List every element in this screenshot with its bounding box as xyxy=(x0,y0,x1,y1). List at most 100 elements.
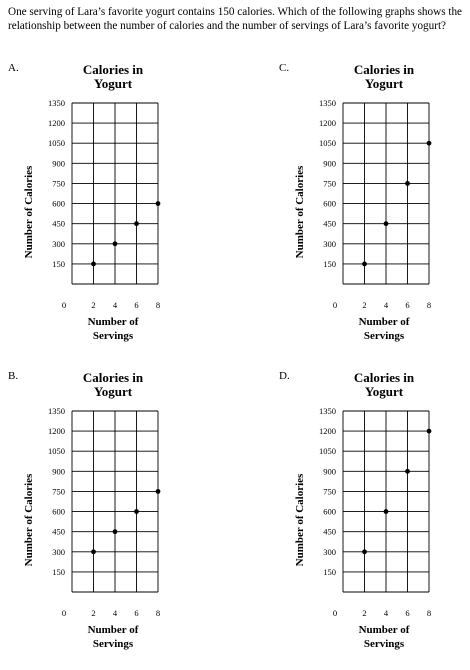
y-tick-label: 1350 xyxy=(319,406,336,416)
x-axis-label: Servings xyxy=(364,330,405,342)
data-point xyxy=(426,428,432,434)
data-point xyxy=(112,241,118,247)
data-point xyxy=(155,489,161,494)
x-tick-label: 8 xyxy=(427,300,431,310)
x-tick-label: 8 xyxy=(156,608,160,618)
y-tick-label: 150 xyxy=(323,567,336,577)
data-point xyxy=(405,468,410,474)
data-point xyxy=(134,221,139,227)
y-tick-label: 900 xyxy=(323,158,336,168)
x-tick-label: 6 xyxy=(405,608,409,618)
y-tick-label: 150 xyxy=(323,259,336,269)
graph-c: C. Calories in Yogurt 1350 1200 1050 900 750 60… xyxy=(279,62,470,362)
y-tick-label: 1050 xyxy=(48,446,65,456)
data-point xyxy=(91,261,96,267)
chart-title: Calories in xyxy=(83,62,144,77)
data-point xyxy=(383,509,389,514)
y-tick-label: 1050 xyxy=(48,138,65,148)
x-tick-label: 6 xyxy=(134,300,138,310)
y-tick-label: 600 xyxy=(52,199,65,209)
y-tick-label: 750 xyxy=(323,178,336,188)
data-point xyxy=(155,201,161,206)
data-point xyxy=(362,549,367,555)
y-tick-label: 600 xyxy=(323,507,336,517)
y-tick-label: 1200 xyxy=(48,118,65,128)
chart-title: Yogurt xyxy=(94,384,133,399)
y-axis-label: Number of Calories xyxy=(23,473,35,566)
data-point xyxy=(405,181,410,186)
y-tick-label: 900 xyxy=(52,466,65,476)
option-letter: D. xyxy=(279,370,290,382)
y-tick-label: 1050 xyxy=(319,446,336,456)
x-tick-label: 4 xyxy=(384,300,389,310)
y-tick-label: 750 xyxy=(323,486,336,496)
y-tick-label: 1050 xyxy=(319,138,336,148)
x-tick-label: 6 xyxy=(405,300,409,310)
x-tick-label: 0 xyxy=(333,300,337,310)
y-tick-label: 1350 xyxy=(319,98,336,108)
y-tick-label: 450 xyxy=(52,527,65,537)
x-tick-label: 2 xyxy=(91,300,95,310)
graph-d: D. Calories in Yogurt 1350 1200 1050 900 750 60… xyxy=(279,370,470,670)
y-tick-label: 1350 xyxy=(48,406,65,416)
y-axis-label: Number of Calories xyxy=(23,165,35,258)
chart-title: Calories in xyxy=(83,370,144,385)
y-tick-label: 150 xyxy=(52,567,65,577)
x-tick-label: 2 xyxy=(91,608,95,618)
graph-a: A. Calories in Yogurt 1350 1200 1050 900 750 60… xyxy=(8,62,238,362)
y-tick-label: 750 xyxy=(52,178,65,188)
y-tick-label: 300 xyxy=(323,547,336,557)
option-letter: B. xyxy=(8,370,19,382)
x-axis-label: Servings xyxy=(93,330,134,342)
y-tick-label: 1200 xyxy=(319,426,336,436)
y-tick-label: 900 xyxy=(52,158,65,168)
x-tick-label: 2 xyxy=(362,300,366,310)
x-tick-label: 0 xyxy=(62,300,66,310)
y-tick-label: 600 xyxy=(323,199,336,209)
data-point xyxy=(383,221,389,227)
y-tick-label: 1350 xyxy=(48,98,65,108)
y-tick-label: 450 xyxy=(323,219,336,229)
data-point xyxy=(362,261,367,267)
x-tick-label: 8 xyxy=(427,608,431,618)
x-tick-label: 2 xyxy=(362,608,366,618)
y-tick-label: 300 xyxy=(52,239,65,249)
y-tick-label: 300 xyxy=(323,239,336,249)
data-point xyxy=(91,549,96,555)
chart-title: Calories in xyxy=(354,370,415,385)
x-axis-label: Number of xyxy=(359,316,410,328)
x-tick-label: 8 xyxy=(156,300,160,310)
y-tick-label: 450 xyxy=(323,527,336,537)
x-axis-label: Servings xyxy=(364,638,405,650)
y-tick-label: 300 xyxy=(52,547,65,557)
question-text: One serving of Lara’s favorite yogurt co… xyxy=(8,6,463,32)
chart-title: Yogurt xyxy=(365,384,404,399)
y-tick-label: 150 xyxy=(52,259,65,269)
chart-title: Calories in xyxy=(354,62,415,77)
data-point xyxy=(134,509,139,514)
y-tick-label: 1200 xyxy=(319,118,336,128)
x-tick-label: 4 xyxy=(113,608,118,618)
x-axis-label: Servings xyxy=(93,638,134,650)
option-letter: C. xyxy=(279,62,290,74)
x-axis-label: Number of xyxy=(88,316,139,328)
data-point xyxy=(112,529,118,535)
x-tick-label: 0 xyxy=(62,608,66,618)
chart-title: Yogurt xyxy=(94,76,133,91)
data-point xyxy=(426,140,432,146)
y-tick-label: 450 xyxy=(52,219,65,229)
graph-b: B. Calories in Yogurt 1350 1200 1050 900 750 60… xyxy=(8,370,238,670)
x-axis-label: Number of xyxy=(88,624,139,636)
x-tick-label: 4 xyxy=(113,300,118,310)
y-tick-label: 600 xyxy=(52,507,65,517)
x-tick-label: 4 xyxy=(384,608,389,618)
option-letter: A. xyxy=(8,62,19,74)
x-axis-label: Number of xyxy=(359,624,410,636)
x-tick-label: 6 xyxy=(134,608,138,618)
x-tick-label: 0 xyxy=(333,608,337,618)
y-tick-label: 750 xyxy=(52,486,65,496)
